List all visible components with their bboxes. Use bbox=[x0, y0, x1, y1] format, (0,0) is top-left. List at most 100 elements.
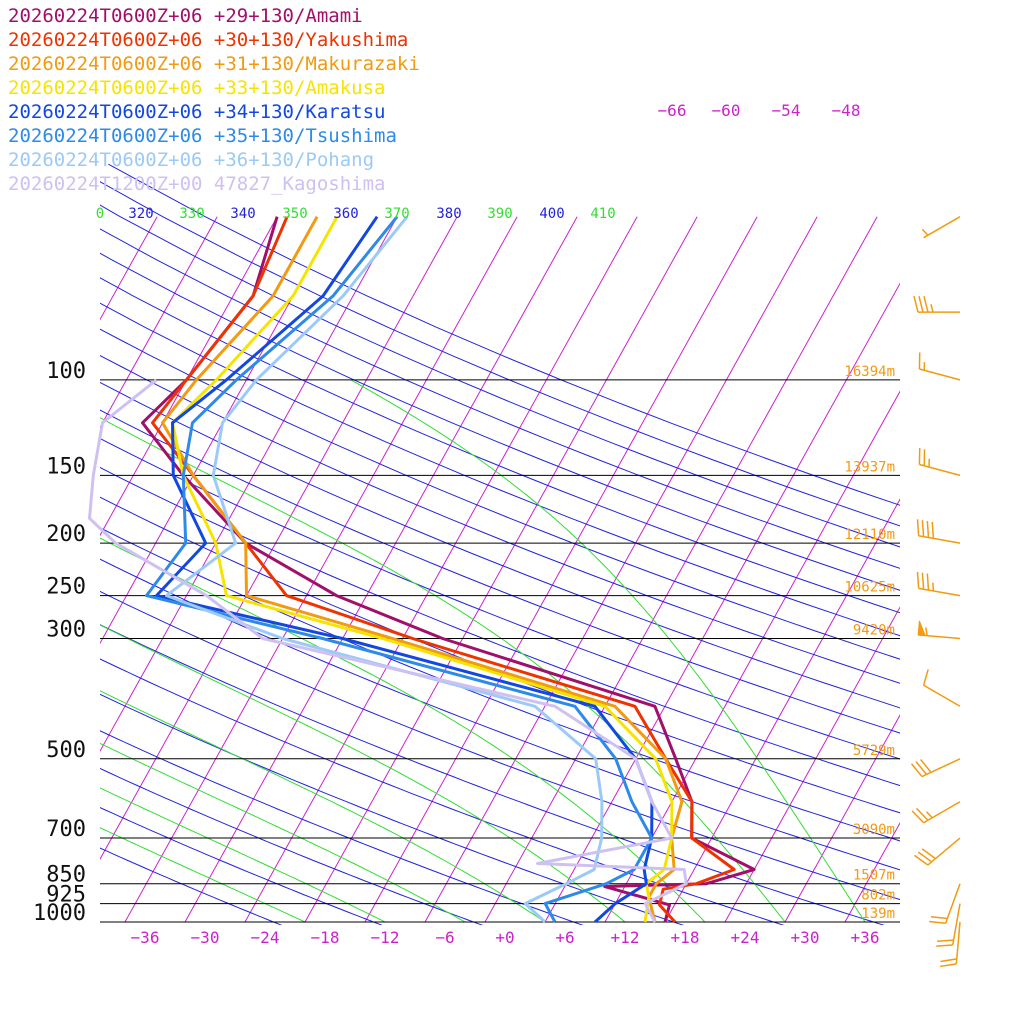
barb-flag bbox=[915, 761, 928, 775]
sounding-line bbox=[171, 215, 674, 923]
dry-adiabat-line bbox=[100, 624, 885, 925]
barb-pennant bbox=[917, 620, 926, 637]
pressure-label: 250 bbox=[46, 575, 86, 600]
barb-flag bbox=[937, 939, 954, 942]
sounding-line bbox=[88, 378, 688, 923]
barb-shaft bbox=[919, 463, 961, 477]
temperature-tick-label: +6 bbox=[555, 928, 574, 947]
barb-flag bbox=[939, 963, 957, 968]
dry-adiabat-line bbox=[100, 355, 900, 684]
temperature-tick-label: −36 bbox=[131, 928, 160, 947]
upper-isotherm-label: −54 bbox=[772, 101, 801, 120]
isotherm-line bbox=[784, 714, 900, 923]
temperature-tick-label: −30 bbox=[191, 928, 220, 947]
dry-adiabat-line bbox=[100, 302, 900, 637]
isotherm-line bbox=[304, 216, 698, 923]
temperature-tick-label: +36 bbox=[851, 928, 880, 947]
barb-flag bbox=[917, 851, 933, 863]
height-label: 10625m bbox=[844, 580, 895, 596]
barb-flag bbox=[923, 295, 929, 313]
dry-adiabat-line bbox=[100, 527, 900, 842]
wind-barb bbox=[918, 447, 961, 477]
dry-adiabat-line bbox=[100, 590, 900, 901]
wind-barb bbox=[922, 669, 961, 707]
pressure-label: 850 bbox=[46, 863, 86, 888]
theta-label: 350 bbox=[282, 206, 307, 222]
barb-flag bbox=[914, 854, 929, 866]
barb-flag bbox=[910, 763, 923, 778]
wind-barb bbox=[921, 216, 961, 239]
height-label: 1507m bbox=[853, 868, 895, 884]
isotherm-line bbox=[664, 498, 900, 923]
height-label: 3090m bbox=[853, 822, 895, 838]
theta-label: 390 bbox=[487, 206, 512, 222]
isotherm-line bbox=[905, 217, 1024, 922]
sounding-line bbox=[155, 215, 654, 924]
dry-adiabat-line bbox=[100, 730, 584, 925]
barb-flag bbox=[921, 848, 936, 860]
theta-label: 410 bbox=[590, 206, 615, 222]
sounding-line bbox=[145, 215, 654, 923]
dry-adiabat-line bbox=[100, 466, 900, 787]
theta-label: 360 bbox=[333, 206, 358, 222]
sounding-line bbox=[161, 215, 684, 923]
barb-flag bbox=[918, 295, 924, 313]
legend-item: 20260224T1200Z+00 47827_Kagoshima bbox=[8, 173, 386, 195]
dry-adiabat-line bbox=[100, 228, 900, 569]
pressure-label: 700 bbox=[46, 817, 86, 842]
theta-label: 320 bbox=[128, 206, 153, 222]
legend-item: 20260224T0600Z+06 +31+130/Makurazaki bbox=[8, 53, 420, 75]
dry-adiabat-line bbox=[100, 806, 383, 925]
pressure-label: 200 bbox=[46, 522, 86, 547]
isotherm-line bbox=[0, 217, 37, 922]
isotherm-line bbox=[100, 216, 218, 429]
theta-label: 370 bbox=[384, 206, 409, 222]
height-label: 9420m bbox=[853, 623, 895, 639]
isotherm-line bbox=[244, 216, 638, 923]
barb-half-flag bbox=[925, 627, 928, 636]
barb-flag bbox=[936, 944, 953, 947]
barb-flag bbox=[926, 573, 930, 591]
theta-label: 340 bbox=[230, 206, 255, 222]
legend: 20260224T0600Z+06 +29+130/Amami 20260224T… bbox=[8, 4, 420, 196]
temperature-tick-label: +18 bbox=[671, 928, 700, 947]
theta-label: 0 bbox=[96, 206, 104, 222]
barb-shaft bbox=[918, 587, 961, 597]
wind-barb bbox=[917, 620, 961, 640]
barb-flag bbox=[915, 807, 929, 821]
barb-shaft bbox=[955, 921, 961, 964]
wind-barb bbox=[914, 837, 961, 866]
wind-barb bbox=[918, 352, 961, 381]
upper-isotherm-label: −66 bbox=[658, 101, 687, 120]
wind-barb bbox=[936, 903, 961, 947]
wind-barb bbox=[913, 295, 960, 313]
barb-shaft bbox=[927, 837, 961, 866]
isotherm-line bbox=[364, 216, 758, 923]
isotherm-line bbox=[100, 216, 338, 645]
pressure-label: 300 bbox=[46, 618, 86, 643]
legend-item: 20260224T0600Z+06 +36+130/Pohang bbox=[8, 149, 375, 171]
barb-shaft bbox=[923, 216, 961, 239]
dry-adiabat-line bbox=[100, 252, 900, 591]
height-label: 16394m bbox=[844, 364, 895, 380]
height-label: 13937m bbox=[844, 459, 895, 475]
temperature-tick-label: −18 bbox=[311, 928, 340, 947]
dry-adiabat-lines bbox=[100, 163, 900, 925]
legend-item: 20260224T0600Z+06 +34+130/Karatsu bbox=[8, 101, 386, 123]
barb-flag bbox=[921, 520, 925, 537]
barb-flag bbox=[911, 810, 925, 824]
temperature-tick-label: −12 bbox=[371, 928, 400, 947]
height-label: 5729m bbox=[853, 743, 895, 759]
isotherm-line bbox=[484, 216, 878, 923]
temperature-tick-label: +24 bbox=[731, 928, 760, 947]
isotherm-line bbox=[544, 282, 900, 923]
wind-barb bbox=[929, 883, 961, 924]
wind-barb bbox=[911, 801, 961, 824]
barb-shaft bbox=[921, 758, 961, 778]
barb-flag bbox=[921, 572, 925, 590]
height-label: 12110m bbox=[844, 527, 895, 543]
barb-shaft bbox=[944, 883, 961, 924]
wind-barb bbox=[916, 571, 961, 597]
dry-adiabat-line bbox=[100, 409, 900, 734]
barb-shaft bbox=[918, 535, 961, 544]
